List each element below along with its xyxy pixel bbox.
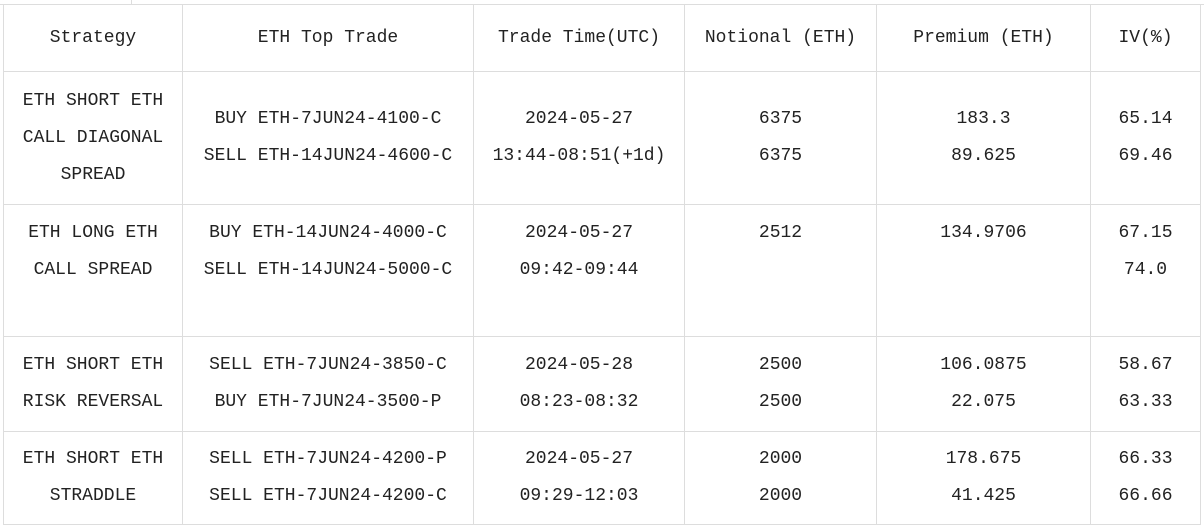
premium-cell: 106.0875 22.075 [876, 336, 1091, 432]
strategy-line: ETH SHORT ETH [22, 90, 164, 111]
notional-cell: 2000 2000 [684, 431, 877, 525]
header-row: Strategy ETH Top Trade Trade Time(UTC) N… [3, 4, 1201, 72]
strategy-line: SPREAD [60, 164, 126, 185]
table-row: ETH LONG ETH CALL SPREAD BUY ETH-14JUN24-4… [3, 204, 1201, 337]
header-trade-time: Trade Time(UTC) [473, 4, 685, 72]
time-cell: 2024-05-28 08:23-08:32 [473, 336, 685, 432]
strategy-line: STRADDLE [49, 486, 137, 506]
strategy-cell: ETH SHORT ETH RISK REVERSAL [3, 336, 183, 432]
strategy-cell: ETH SHORT ETH CALL DIAGONAL SPREAD [3, 71, 183, 205]
premium-line: 178.675 [945, 449, 1022, 469]
time-line: 2024-05-27 [524, 109, 634, 129]
table-row: ETH SHORT ETH STRADDLE SELL ETH-7JUN24-420… [3, 431, 1201, 525]
trade-line: BUY ETH-14JUN24-4000-C [209, 223, 447, 243]
notional-cell: 6375 6375 [684, 71, 877, 205]
trade-cell: BUY ETH-7JUN24-4100-C SELL ETH-14JUN24-46… [182, 71, 474, 205]
strategy-line: CALL DIAGONAL [22, 127, 164, 148]
iv-cell: 65.14 69.46 [1090, 71, 1201, 205]
premium-line: 22.075 [951, 392, 1016, 412]
trade-line: SELL ETH-7JUN24-4200-P [209, 449, 447, 469]
time-line: 08:23-08:32 [519, 392, 639, 412]
notional-line: 2500 [758, 355, 803, 375]
table-row: ETH SHORT ETH CALL DIAGONAL SPREAD BUY ETH-… [3, 71, 1201, 205]
trade-line: BUY ETH-7JUN24-4100-C [214, 109, 442, 129]
time-line: 13:44-08:51(+1d) [492, 146, 666, 166]
time-line: 09:42-09:44 [519, 260, 639, 280]
trade-line: SELL ETH-14JUN24-4600-C [203, 146, 453, 166]
header-notional: Notional (ETH) [684, 4, 877, 72]
notional-line: 6375 [758, 146, 803, 166]
trade-line: SELL ETH-7JUN24-4200-C [209, 486, 447, 506]
header-premium: Premium (ETH) [876, 4, 1091, 72]
iv-line: 63.33 [1118, 392, 1173, 412]
premium-line: 134.9706 [940, 223, 1027, 243]
header-strategy: Strategy [3, 4, 183, 72]
time-cell: 2024-05-27 13:44-08:51(+1d) [473, 71, 685, 205]
strategy-line: CALL SPREAD [33, 260, 153, 280]
iv-line: 74.0 [1123, 260, 1168, 280]
premium-cell: 134.9706 [876, 204, 1091, 337]
trade-cell: BUY ETH-14JUN24-4000-C SELL ETH-14JUN24-5… [182, 204, 474, 337]
strategy-line: RISK REVERSAL [22, 392, 164, 412]
strategy-cell: ETH LONG ETH CALL SPREAD [3, 204, 183, 337]
time-cell: 2024-05-27 09:42-09:44 [473, 204, 685, 337]
premium-line: 106.0875 [940, 355, 1027, 375]
premium-cell: 178.675 41.425 [876, 431, 1091, 525]
time-line: 2024-05-28 [524, 355, 634, 375]
iv-line: 66.33 [1118, 449, 1173, 469]
premium-line: 41.425 [951, 486, 1016, 506]
iv-line: 66.66 [1118, 486, 1173, 506]
time-line: 2024-05-27 [524, 223, 634, 243]
notional-line: 2512 [758, 223, 803, 243]
table-row: ETH SHORT ETH RISK REVERSAL SELL ETH-7JUN2… [3, 336, 1201, 432]
iv-line: 65.14 [1118, 109, 1173, 129]
time-line: 2024-05-27 [524, 449, 634, 469]
trade-line: BUY ETH-7JUN24-3500-P [214, 392, 442, 412]
strategy-line: ETH SHORT ETH [22, 449, 164, 469]
trade-cell: SELL ETH-7JUN24-3850-C BUY ETH-7JUN24-350… [182, 336, 474, 432]
trade-line: SELL ETH-7JUN24-3850-C [209, 355, 447, 375]
strategy-line: ETH SHORT ETH [22, 355, 164, 375]
divider [131, 0, 132, 4]
iv-cell: 58.67 63.33 [1090, 336, 1201, 432]
iv-line: 69.46 [1118, 146, 1173, 166]
notional-line: 2500 [758, 392, 803, 412]
iv-cell: 66.33 66.66 [1090, 431, 1201, 525]
premium-cell: 183.3 89.625 [876, 71, 1091, 205]
trade-line: SELL ETH-14JUN24-5000-C [203, 260, 453, 280]
notional-line: 6375 [758, 109, 803, 129]
time-line: 09:29-12:03 [519, 486, 639, 506]
time-cell: 2024-05-27 09:29-12:03 [473, 431, 685, 525]
notional-line: 2000 [758, 449, 803, 469]
header-iv: IV(%) [1090, 4, 1201, 72]
strategy-line: ETH LONG ETH [28, 223, 158, 243]
notional-line: 2000 [758, 486, 803, 506]
notional-cell: 2512 [684, 204, 877, 337]
strategy-cell: ETH SHORT ETH STRADDLE [3, 431, 183, 525]
iv-line: 58.67 [1118, 355, 1173, 375]
iv-cell: 67.15 74.0 [1090, 204, 1201, 337]
header-top-trade: ETH Top Trade [182, 4, 474, 72]
eth-top-trades-table: Strategy ETH Top Trade Trade Time(UTC) N… [3, 4, 1201, 525]
notional-cell: 2500 2500 [684, 336, 877, 432]
premium-line: 89.625 [951, 146, 1016, 166]
premium-line: 183.3 [956, 109, 1011, 129]
trade-cell: SELL ETH-7JUN24-4200-P SELL ETH-7JUN24-42… [182, 431, 474, 525]
iv-line: 67.15 [1118, 223, 1173, 243]
